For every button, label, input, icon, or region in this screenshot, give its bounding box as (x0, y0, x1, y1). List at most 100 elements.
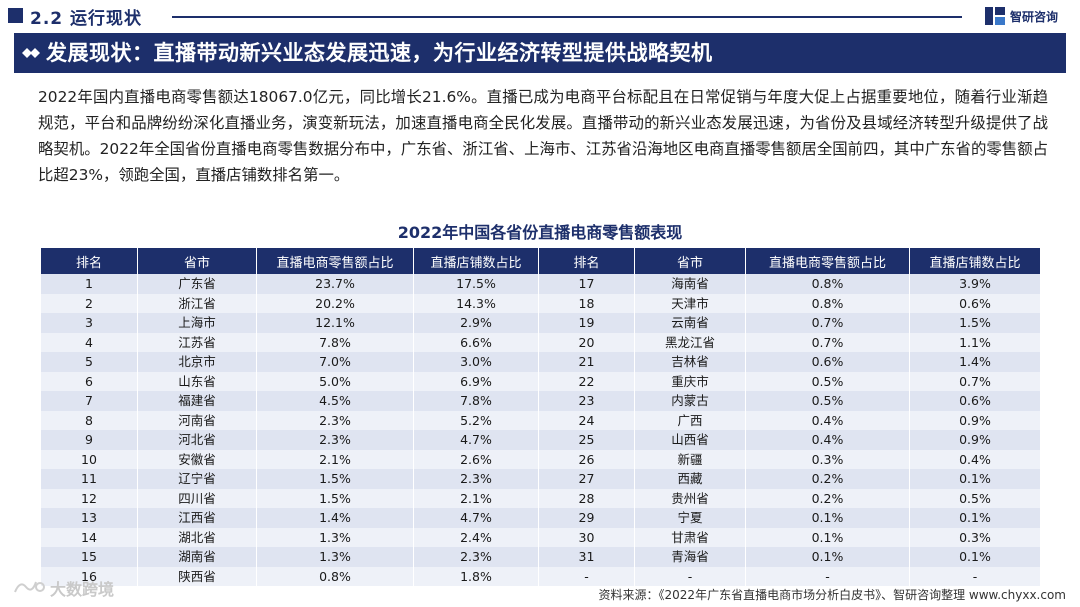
header-store-share: 直播店铺数占比 (413, 248, 538, 274)
cell-retail-share: 5.0% (256, 371, 413, 391)
cell-rank: - (538, 566, 634, 586)
header-store-share: 直播店铺数占比 (909, 248, 1040, 274)
cell-rank: 12 (41, 488, 137, 508)
table-row: 2 浙江省 20.2% 14.3% 18 天津市 0.8% 0.6% (41, 293, 1040, 313)
cell-rank: 6 (41, 371, 137, 391)
cell-store-share: 2.6% (413, 449, 538, 469)
cell-province: 北京市 (137, 352, 256, 372)
cell-rank: 22 (538, 371, 634, 391)
cell-province: 辽宁省 (137, 469, 256, 489)
cell-province: 山西省 (634, 430, 745, 450)
cell-store-share: 0.1% (909, 508, 1040, 528)
cell-province: 河北省 (137, 430, 256, 450)
cell-retail-share: 2.1% (256, 449, 413, 469)
cell-store-share: 4.7% (413, 430, 538, 450)
cell-rank: 20 (538, 332, 634, 352)
cell-store-share: 2.9% (413, 313, 538, 333)
header-rank: 排名 (538, 248, 634, 274)
cell-rank: 16 (41, 566, 137, 586)
cell-province: 甘肃省 (634, 527, 745, 547)
cell-retail-share: 0.5% (745, 371, 909, 391)
cell-store-share: 5.2% (413, 410, 538, 430)
table-row: 8 河南省 2.3% 5.2% 24 广西 0.4% 0.9% (41, 410, 1040, 430)
cell-rank: 26 (538, 449, 634, 469)
cell-store-share: 4.7% (413, 508, 538, 528)
cell-store-share: 0.1% (909, 547, 1040, 567)
cell-store-share: 0.3% (909, 527, 1040, 547)
cell-rank: 18 (538, 293, 634, 313)
cell-store-share: 0.7% (909, 371, 1040, 391)
cell-store-share: 17.5% (413, 274, 538, 294)
cell-retail-share: 7.0% (256, 352, 413, 372)
cell-retail-share: 0.6% (745, 352, 909, 372)
cell-province: 西藏 (634, 469, 745, 489)
cell-retail-share: 0.2% (745, 488, 909, 508)
cell-store-share: 1.4% (909, 352, 1040, 372)
cell-retail-share: 1.3% (256, 527, 413, 547)
cell-rank: 21 (538, 352, 634, 372)
cell-store-share: 1.8% (413, 566, 538, 586)
header-rank: 排名 (41, 248, 137, 274)
header-retail-share: 直播电商零售额占比 (256, 248, 413, 274)
brand-name: 智研咨询 (1010, 10, 1059, 24)
cell-retail-share: 0.8% (256, 566, 413, 586)
cell-province: 海南省 (634, 274, 745, 294)
cell-store-share: 2.3% (413, 547, 538, 567)
table-row: 9 河北省 2.3% 4.7% 25 山西省 0.4% 0.9% (41, 430, 1040, 450)
table-row: 13 江西省 1.4% 4.7% 29 宁夏 0.1% 0.1% (41, 508, 1040, 528)
cell-province: 吉林省 (634, 352, 745, 372)
cell-store-share: 0.4% (909, 449, 1040, 469)
double-diamond-icon (22, 48, 40, 58)
cell-store-share: 0.6% (909, 293, 1040, 313)
header-province: 省市 (137, 248, 256, 274)
province-retail-table: 排名 省市 直播电商零售额占比 直播店铺数占比 排名 省市 直播电商零售额占比 … (41, 248, 1040, 586)
cell-rank: 3 (41, 313, 137, 333)
cell-province: 江苏省 (137, 332, 256, 352)
cell-store-share: 2.4% (413, 527, 538, 547)
cell-province: 陕西省 (137, 566, 256, 586)
cell-store-share: 3.9% (909, 274, 1040, 294)
cell-rank: 11 (41, 469, 137, 489)
cell-province: 重庆市 (634, 371, 745, 391)
cell-rank: 14 (41, 527, 137, 547)
cell-rank: 19 (538, 313, 634, 333)
cell-province: 安徽省 (137, 449, 256, 469)
cell-retail-share: 0.4% (745, 430, 909, 450)
cell-retail-share: 0.8% (745, 274, 909, 294)
cell-province: 贵州省 (634, 488, 745, 508)
cell-retail-share: 0.1% (745, 508, 909, 528)
cell-province: 江西省 (137, 508, 256, 528)
headline-banner: 发展现状：直播带动新兴业态发展迅速，为行业经济转型提供战略契机 (14, 33, 1066, 73)
cell-rank: 31 (538, 547, 634, 567)
cell-province: - (634, 566, 745, 586)
watermark-logo-icon (14, 581, 45, 593)
cell-province: 新疆 (634, 449, 745, 469)
cell-store-share: 7.8% (413, 391, 538, 411)
section-square-icon (8, 8, 23, 23)
cell-store-share: 0.5% (909, 488, 1040, 508)
source-note: 资料来源：《2022年广东省直播电商市场分析白皮书》、智研咨询整理 www.ch… (598, 588, 1066, 602)
summary-paragraph: 2022年国内直播电商零售额达18067.0亿元，同比增长21.6%。直播已成为… (38, 88, 1048, 184)
cell-store-share: 2.1% (413, 488, 538, 508)
cell-store-share: - (909, 566, 1040, 586)
section-title: 2.2 运行现状 (30, 9, 143, 29)
header-retail-share: 直播电商零售额占比 (745, 248, 909, 274)
cell-rank: 13 (41, 508, 137, 528)
table-row: 5 北京市 7.0% 3.0% 21 吉林省 0.6% 1.4% (41, 352, 1040, 372)
cell-store-share: 6.9% (413, 371, 538, 391)
cell-retail-share: 2.3% (256, 430, 413, 450)
headline-text: 发展现状：直播带动新兴业态发展迅速，为行业经济转型提供战略契机 (46, 41, 713, 65)
cell-retail-share: 12.1% (256, 313, 413, 333)
cell-province: 广西 (634, 410, 745, 430)
cell-rank: 10 (41, 449, 137, 469)
table-row: 10 安徽省 2.1% 2.6% 26 新疆 0.3% 0.4% (41, 449, 1040, 469)
cell-store-share: 1.1% (909, 332, 1040, 352)
cell-province: 福建省 (137, 391, 256, 411)
table-row: 12 四川省 1.5% 2.1% 28 贵州省 0.2% 0.5% (41, 488, 1040, 508)
cell-store-share: 0.9% (909, 410, 1040, 430)
table-row: 4 江苏省 7.8% 6.6% 20 黑龙江省 0.7% 1.1% (41, 332, 1040, 352)
cell-retail-share: 0.7% (745, 313, 909, 333)
header-province: 省市 (634, 248, 745, 274)
cell-retail-share: 0.1% (745, 527, 909, 547)
table-row: 1 广东省 23.7% 17.5% 17 海南省 0.8% 3.9% (41, 274, 1040, 294)
